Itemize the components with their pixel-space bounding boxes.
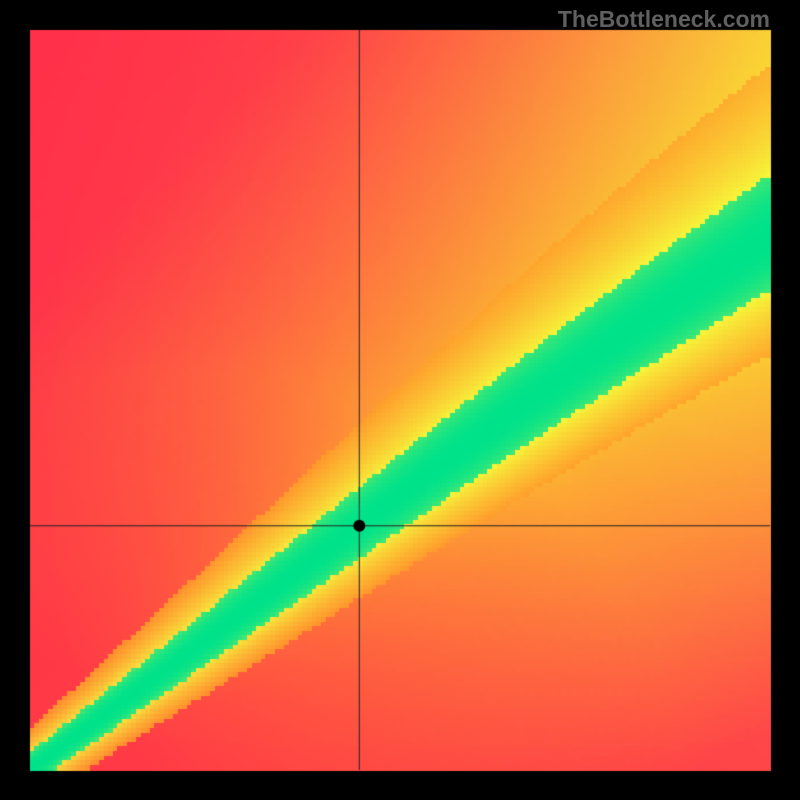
- bottleneck-heatmap: [0, 0, 800, 800]
- watermark-text: TheBottleneck.com: [558, 6, 770, 33]
